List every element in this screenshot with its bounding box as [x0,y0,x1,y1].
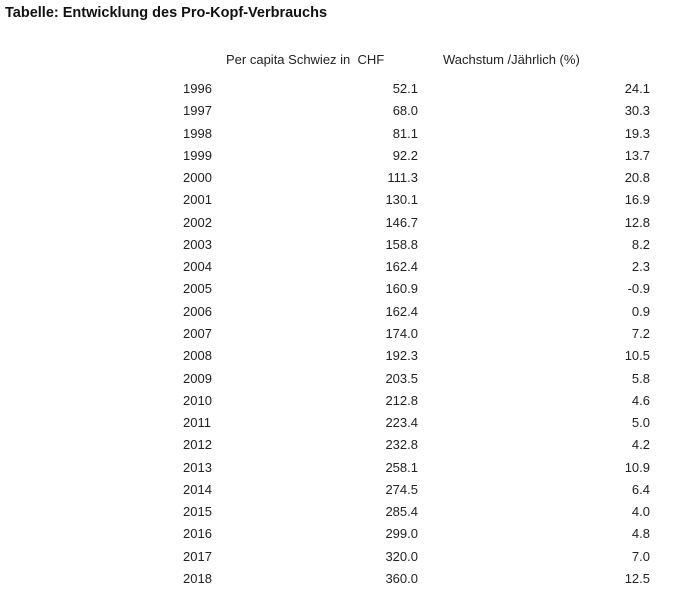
per-capita-value: 212.8 [385,392,418,408]
row-year: 2007 [183,325,212,341]
row-year: 2016 [183,526,212,542]
growth-value: -0.9 [627,281,650,297]
growth-value: 24.1 [624,81,650,96]
per-capita-value: 192.3 [385,348,418,364]
growth-value: 8.2 [631,236,650,252]
per-capita-value: 162.4 [385,259,418,275]
row-year: 2001 [183,192,212,208]
row-year: 2011 [183,415,211,431]
growth-value: 2.3 [631,259,650,275]
growth-value: 4.6 [631,392,650,408]
row-year: 1998 [183,125,212,141]
row-year: 2013 [183,459,212,475]
row-year: 1996 [183,81,212,96]
row-year: 2009 [183,370,212,386]
row-year: 2002 [183,214,212,230]
growth-value: 4.8 [631,526,650,542]
per-capita-value: 285.4 [385,504,418,520]
per-capita-value: 299.0 [385,526,418,542]
row-year: 2008 [183,348,212,364]
growth-value: 5.8 [631,370,650,386]
growth-value: 0.9 [631,303,650,319]
row-year: 2004 [183,259,212,275]
per-capita-value: 232.8 [385,437,418,453]
growth-value: 4.0 [631,504,650,520]
column-header: Per capita Schwiez in CHF [226,52,385,67]
per-capita-value: 92.2 [392,147,418,163]
table-title: Tabelle: Entwicklung des Pro-Kopf-Verbra… [5,5,328,21]
row-year: 2017 [183,548,212,564]
growth-value: 10.5 [624,348,650,364]
row-year: 2003 [183,236,212,252]
per-capita-value: 130.1 [385,192,418,208]
growth-value: 7.0 [631,548,650,564]
row-year: 2010 [183,392,212,408]
growth-value: 7.2 [631,325,650,341]
row-year: 2006 [183,303,212,319]
per-capita-value: 111.3 [387,170,418,186]
row-year: 1999 [183,147,212,163]
growth-value: 10.9 [624,459,650,475]
growth-value: 30.3 [624,103,650,119]
per-capita-value: 158.8 [385,236,418,252]
growth-value: 12.8 [624,214,650,230]
per-capita-value: 146.7 [385,214,418,230]
per-capita-value: 68.0 [392,103,418,119]
per-capita-value: 160.9 [385,281,418,297]
column-header: Wachstum /Jährlich (%) [443,52,580,67]
per-capita-value: 360.0 [385,570,418,586]
growth-value: 5.0 [631,415,650,431]
per-capita-value: 162.4 [385,303,418,319]
per-capita-value: 258.1 [385,459,418,475]
growth-value: 12.5 [624,570,650,586]
growth-value: 6.4 [631,481,650,497]
row-year: 2014 [183,481,212,497]
row-year: 2015 [183,504,212,520]
per-capita-value: 174.0 [385,325,418,341]
row-year: 2012 [183,437,212,453]
growth-value: 16.9 [624,192,650,208]
row-year: 2005 [183,281,212,297]
row-year: 2000 [183,170,212,186]
per-capita-value: 52.1 [392,81,418,96]
per-capita-value: 81.1 [392,125,418,141]
growth-value: 13.7 [624,147,650,163]
per-capita-value: 274.5 [385,481,418,497]
growth-value: 19.3 [624,125,650,141]
growth-value: 20.8 [624,170,650,186]
per-capita-value: 320.0 [385,548,418,564]
row-year: 2018 [183,570,212,586]
per-capita-value: 203.5 [385,370,418,386]
per-capita-value: 223.4 [385,415,418,431]
growth-value: 4.2 [631,437,650,453]
row-year: 1997 [183,103,212,119]
